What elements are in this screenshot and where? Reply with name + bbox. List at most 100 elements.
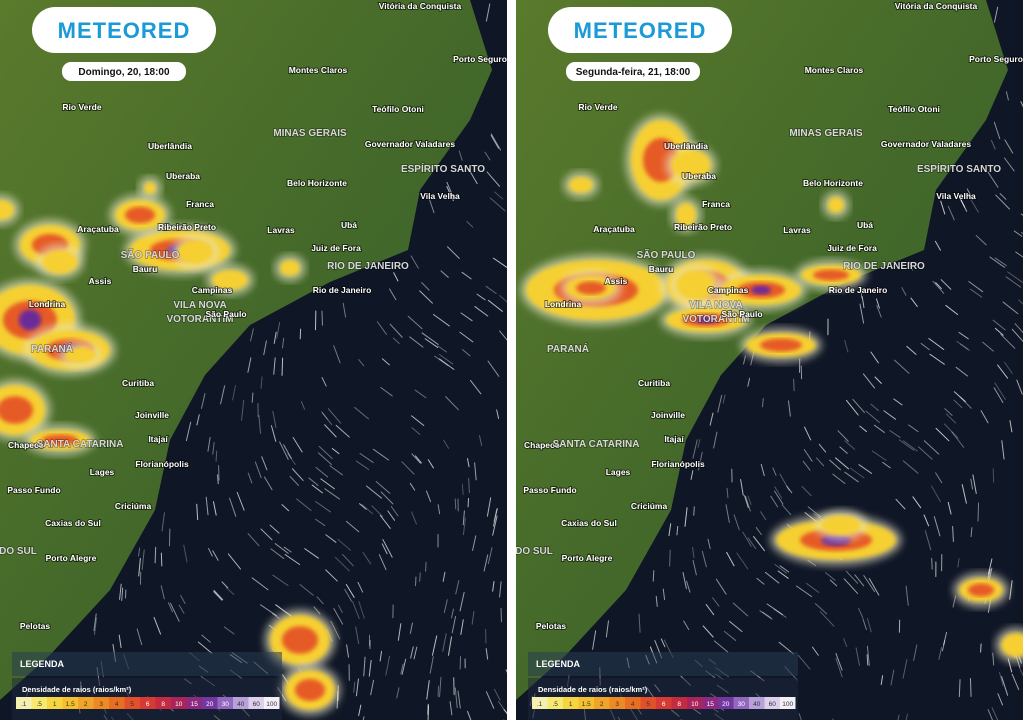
- state-label: ESPÍRITO SANTO: [917, 162, 1001, 175]
- state-label: SÃO PAULO: [637, 248, 696, 261]
- legend-value: 15: [707, 701, 715, 708]
- storm: [280, 260, 300, 276]
- state-label: ESPÍRITO SANTO: [401, 162, 485, 175]
- legend-subtitle: Densidade de raios (raios/km²): [538, 685, 648, 694]
- city-label: Vila Velha: [420, 191, 460, 201]
- city-label: Curitiba: [122, 378, 154, 388]
- legend-value: 1.5: [582, 701, 591, 708]
- legend-value: 100: [782, 701, 793, 708]
- storm: [144, 182, 156, 194]
- wind-streak: [506, 670, 513, 684]
- legend-title: LEGENDA: [20, 659, 65, 669]
- city-label: Uberaba: [682, 171, 716, 181]
- city-label: Lavras: [267, 225, 295, 235]
- legend-value: 100: [266, 701, 277, 708]
- storm: [177, 240, 213, 264]
- city-label: Vila Velha: [936, 191, 976, 201]
- legend-value: 20: [722, 701, 730, 708]
- legend-value: .5: [552, 701, 558, 708]
- wind-streak: [282, 358, 283, 375]
- city-label: Assis: [89, 276, 112, 286]
- city-label: Montes Claros: [289, 65, 348, 75]
- storm: [821, 515, 861, 535]
- wind-streak: [653, 571, 654, 581]
- wind-streak: [455, 499, 456, 509]
- city-label: Franca: [702, 199, 730, 209]
- legend-value: 40: [753, 701, 761, 708]
- city-label: Ribeirão Preto: [674, 222, 732, 232]
- legend-value: 8: [677, 701, 681, 708]
- legend-value: 60: [769, 701, 777, 708]
- city-label: Ubá: [341, 220, 357, 230]
- city-label: Vitória da Conquista: [379, 1, 462, 11]
- legend-value: .5: [36, 701, 42, 708]
- city-label: Assis: [605, 276, 628, 286]
- storm-core: [968, 583, 994, 596]
- wind-streak: [670, 550, 671, 566]
- wind-streak: [867, 655, 868, 665]
- state-label: MINAS GERAIS: [273, 128, 347, 139]
- wind-streak: [420, 573, 421, 581]
- city-label: Juiz de Fora: [311, 243, 361, 253]
- state-label: SANTA CATARINA: [553, 439, 640, 450]
- city-label: Passo Fundo: [523, 485, 576, 495]
- map-panel: Vitória da Conquista Montes Claros Porto S…: [0, 0, 514, 720]
- wind-streak: [252, 393, 253, 402]
- city-label: Uberaba: [166, 171, 200, 181]
- legend-value: 3: [615, 701, 619, 708]
- city-label: Londrina: [545, 299, 582, 309]
- city-label: Pelotas: [20, 621, 51, 631]
- wind-streak: [218, 475, 219, 484]
- city-label: Criciúma: [115, 501, 152, 511]
- city-label: Itajaí: [664, 434, 684, 444]
- storm: [569, 177, 593, 193]
- city-label: Teófilo Otoni: [888, 104, 940, 114]
- storm-core: [125, 207, 155, 224]
- date: Domingo, 20, 18:00: [78, 67, 170, 78]
- city-label: Montes Claros: [805, 65, 864, 75]
- city-label: Ubá: [857, 220, 873, 230]
- city-label: Passo Fundo: [7, 485, 60, 495]
- city-label: Uberlândia: [148, 141, 192, 151]
- legend-value: 6: [146, 701, 150, 708]
- city-label: Araçatuba: [593, 224, 635, 234]
- legend-value: 20: [206, 701, 214, 708]
- legend-value: 5: [646, 701, 650, 708]
- city-label: Pelotas: [536, 621, 567, 631]
- city-label: Joinville: [651, 410, 685, 420]
- storm-peak: [19, 310, 42, 331]
- state-label: DO SUL: [0, 546, 37, 557]
- legend-value: 5: [130, 701, 134, 708]
- legend-value: 10: [175, 701, 183, 708]
- legend-value: 30: [222, 701, 230, 708]
- city-label: Campinas: [708, 285, 749, 295]
- city-label: Porto Seguro: [453, 54, 507, 64]
- legend-value: 4: [631, 701, 635, 708]
- state-label: SÃO PAULO: [121, 248, 180, 261]
- city-label: Ribeirão Preto: [158, 222, 216, 232]
- city-label: Uberlândia: [664, 141, 708, 151]
- wind-streak: [155, 547, 156, 562]
- legend-value: 2: [84, 701, 88, 708]
- legend-value: 8: [161, 701, 165, 708]
- legend-title: LEGENDA: [536, 659, 581, 669]
- city-label: São Paulo: [205, 309, 246, 319]
- legend-value: 30: [738, 701, 746, 708]
- city-label: Belo Horizonte: [803, 178, 863, 188]
- city-label: Itajaí: [148, 434, 168, 444]
- storm-peak: [751, 286, 771, 295]
- city-label: Lages: [90, 467, 115, 477]
- legend-value: 3: [99, 701, 103, 708]
- storm-core: [760, 338, 802, 351]
- city-label: Araçatuba: [77, 224, 119, 234]
- city-label: Florianópolis: [651, 459, 705, 469]
- city-label: Belo Horizonte: [287, 178, 347, 188]
- date: Segunda-feira, 21, 18:00: [576, 67, 691, 78]
- wind-streak: [216, 451, 217, 461]
- wind-streak: [694, 507, 695, 515]
- city-label: Criciúma: [631, 501, 668, 511]
- city-label: Curitiba: [638, 378, 670, 388]
- city-label: Bauru: [649, 264, 674, 274]
